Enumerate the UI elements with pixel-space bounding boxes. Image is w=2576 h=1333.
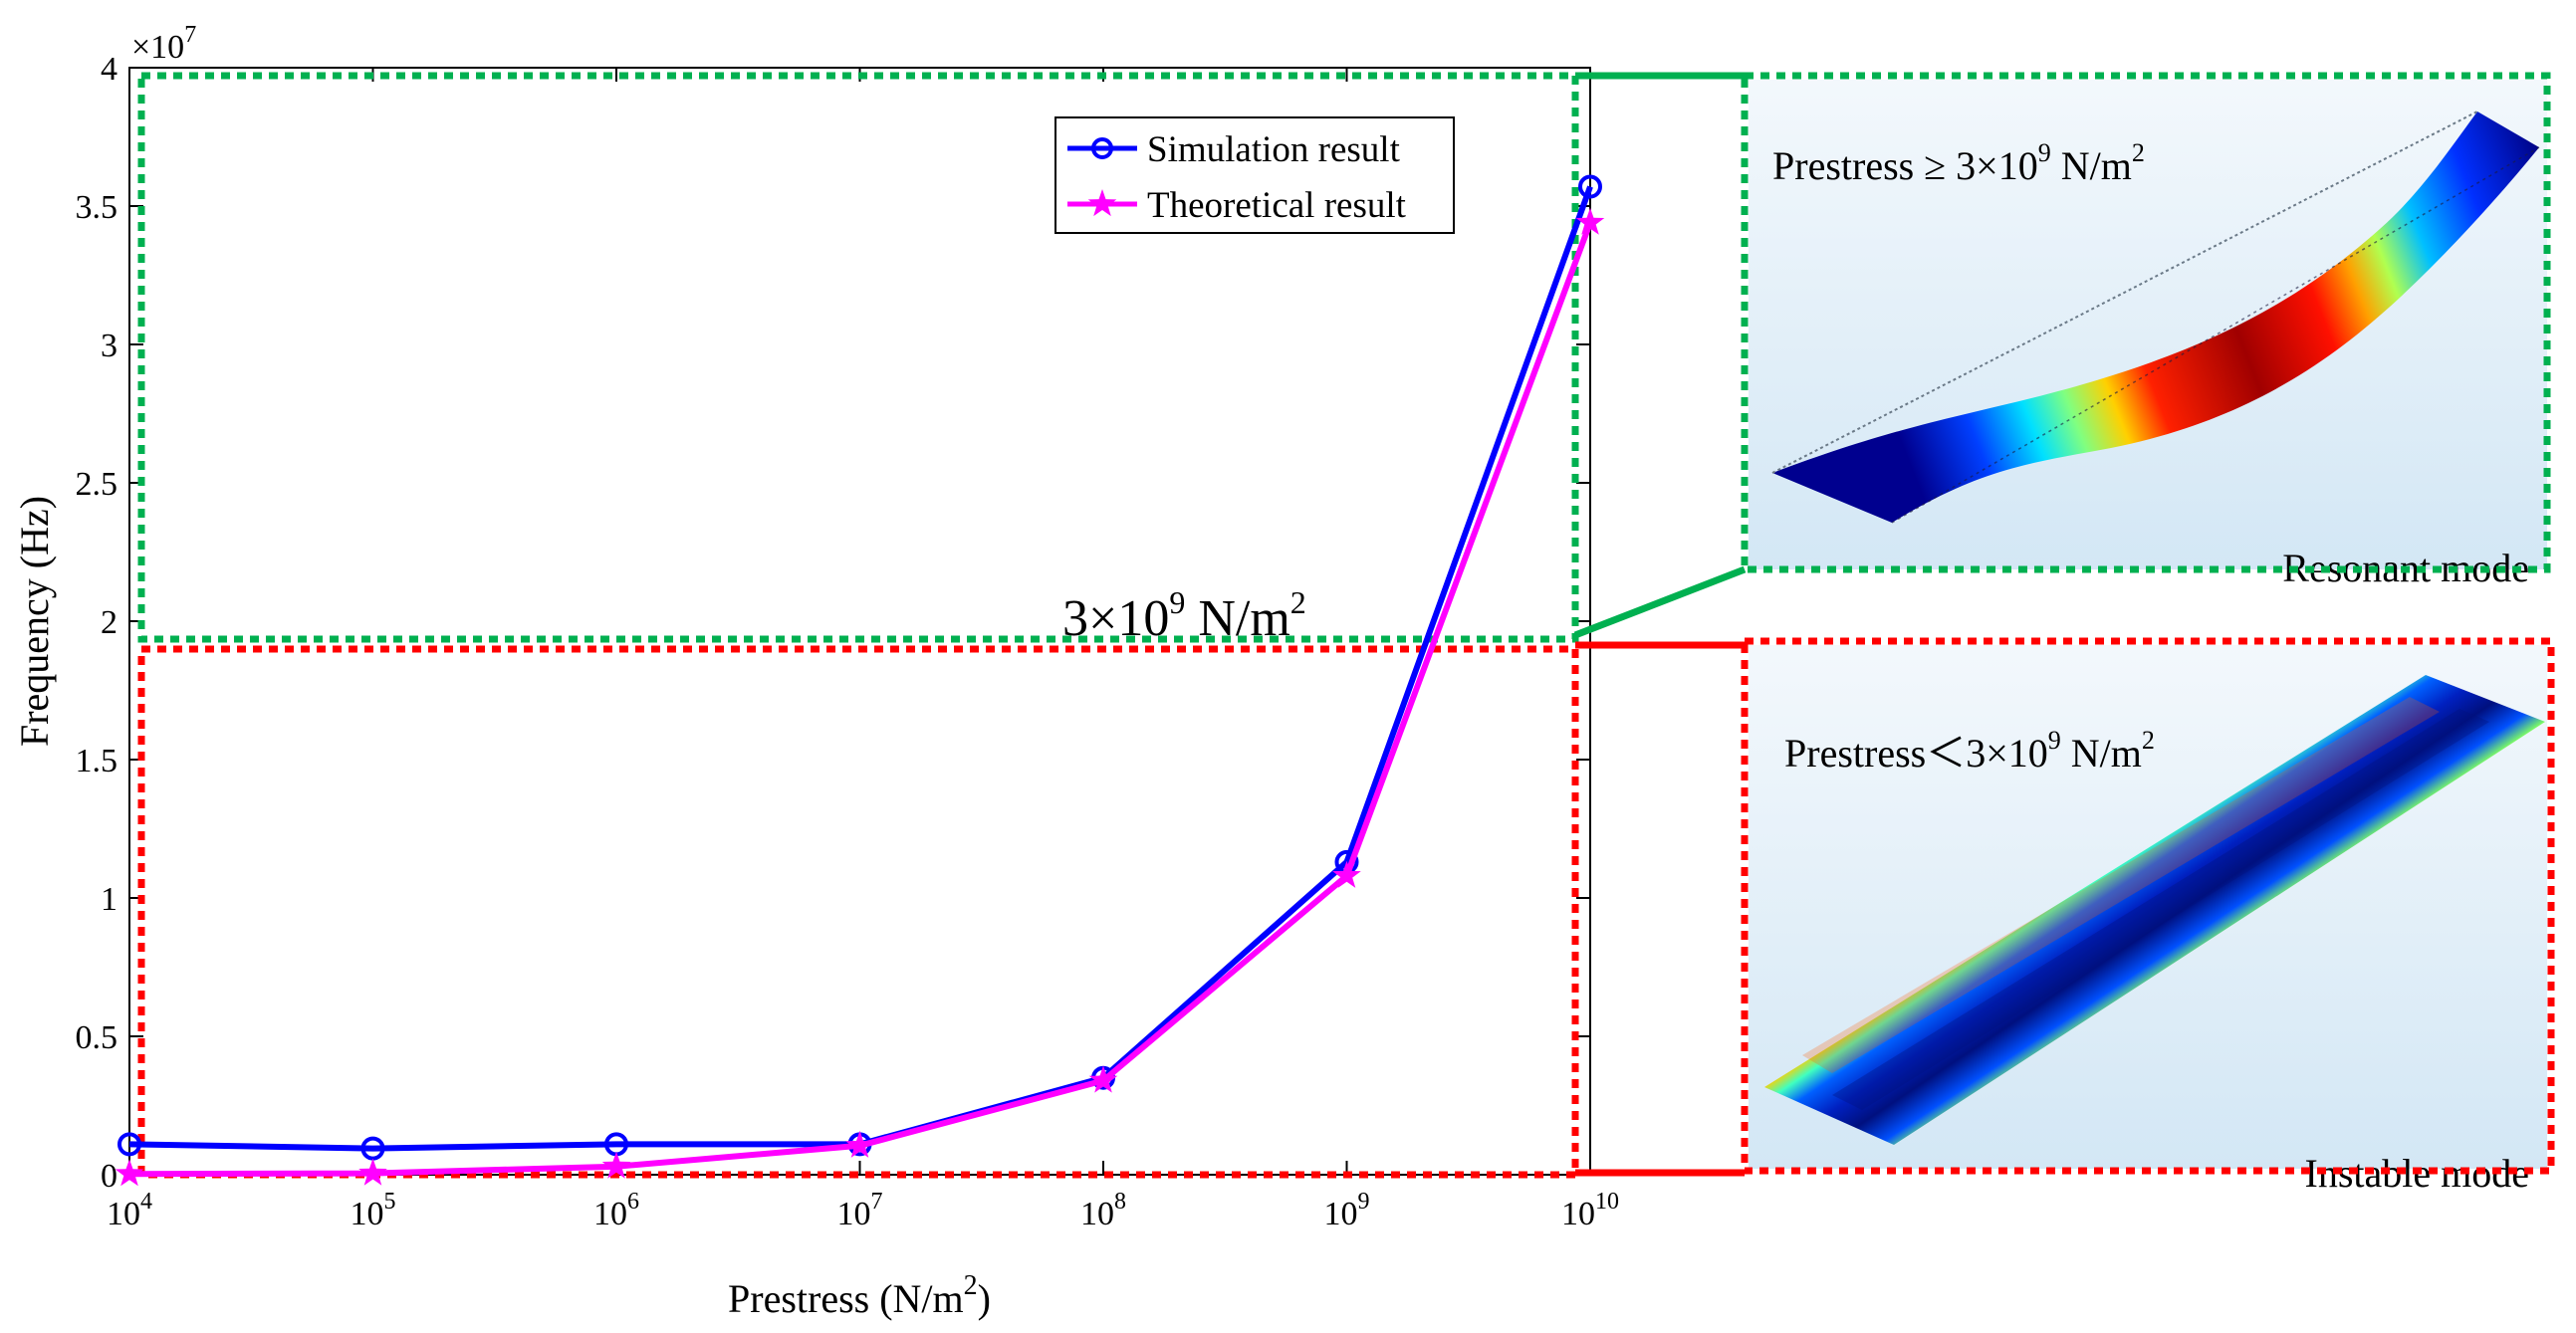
instable-panel-frame — [1741, 637, 2555, 1175]
legend: Simulation result Theoretical result — [1054, 116, 1455, 234]
legend-label-theoretical: Theoretical result — [1147, 185, 1407, 226]
x-tick-label: 106 — [593, 1189, 639, 1232]
plot-area: 104 105 106 107 108 109 1010 0 0.5 1 1.5 2 2.5 3 3.5 4 — [76, 51, 1620, 1232]
theoretical-data-point — [1332, 860, 1361, 888]
legend-box — [1054, 116, 1455, 234]
y-axis-label: Frequency (Hz) — [12, 496, 57, 747]
x-tick-label: 1010 — [1561, 1189, 1619, 1232]
y-tick-label: 4 — [101, 51, 117, 88]
y-tick-label: 3.5 — [76, 189, 118, 226]
y-multiplier-label: ×107 — [131, 22, 196, 66]
simulation-data-point — [117, 1132, 141, 1157]
y-tick-label: 1 — [101, 881, 117, 918]
simulation-data-point — [360, 1136, 385, 1161]
y-tick-label: 0.5 — [76, 1019, 118, 1056]
y-tick-label: 2.5 — [76, 466, 118, 503]
resonant-condition-label: Prestress ≥ 3×109 N/m2 — [1772, 138, 2145, 188]
resonant-mode-panel: Prestress ≥ 3×109 N/m2 Resonant mode — [1741, 72, 2551, 590]
legend-label-simulation: Simulation result — [1147, 129, 1401, 170]
y-tick-label: 2 — [101, 604, 117, 641]
resonant-region-box — [137, 72, 1579, 643]
legend-marker-simulation — [1091, 137, 1113, 159]
instable-mode-panel: Prestress＜3×109 N/m2 Instable mode — [1741, 637, 2555, 1196]
simulation-data-point — [1578, 174, 1602, 199]
resonant-connector-bottom — [1573, 565, 1747, 639]
theoretical-data-point — [1575, 207, 1605, 235]
series-layer — [115, 174, 1605, 1187]
x-tick-label: 108 — [1080, 1189, 1126, 1232]
x-axis-label: Prestress (N/m2) — [728, 1270, 991, 1321]
legend-marker-theoretical — [1087, 189, 1117, 217]
resonant-mode-shape-image — [1771, 111, 2540, 524]
resonant-panel-frame — [1741, 72, 2551, 573]
theoretical-data-point — [601, 1151, 631, 1179]
connector-lines — [1573, 72, 1747, 1177]
theoretical-data-point — [1088, 1065, 1118, 1093]
y-tick-label: 3 — [101, 328, 117, 364]
theoretical-data-point — [358, 1158, 387, 1186]
y-tick-label: 1.5 — [76, 743, 118, 779]
theoretical-data-point — [115, 1159, 144, 1187]
y-axis-ticks: 0 0.5 1 1.5 2 2.5 3 3.5 4 — [76, 51, 1590, 1195]
instable-condition-label: Prestress＜3×109 N/m2 — [1784, 726, 2155, 776]
x-tick-label: 107 — [837, 1189, 883, 1232]
x-tick-label: 109 — [1324, 1189, 1370, 1232]
theoretical-data-point — [845, 1130, 874, 1158]
instable-mode-shape-image — [1764, 675, 2545, 1145]
y-tick-label: 0 — [101, 1158, 117, 1195]
instable-region-box — [137, 645, 1579, 1179]
threshold-annotation: 3×109 N/m2 — [1062, 584, 1306, 647]
x-tick-label: 105 — [351, 1189, 396, 1232]
x-tick-label: 104 — [107, 1189, 152, 1232]
axes-box — [128, 67, 1591, 1176]
